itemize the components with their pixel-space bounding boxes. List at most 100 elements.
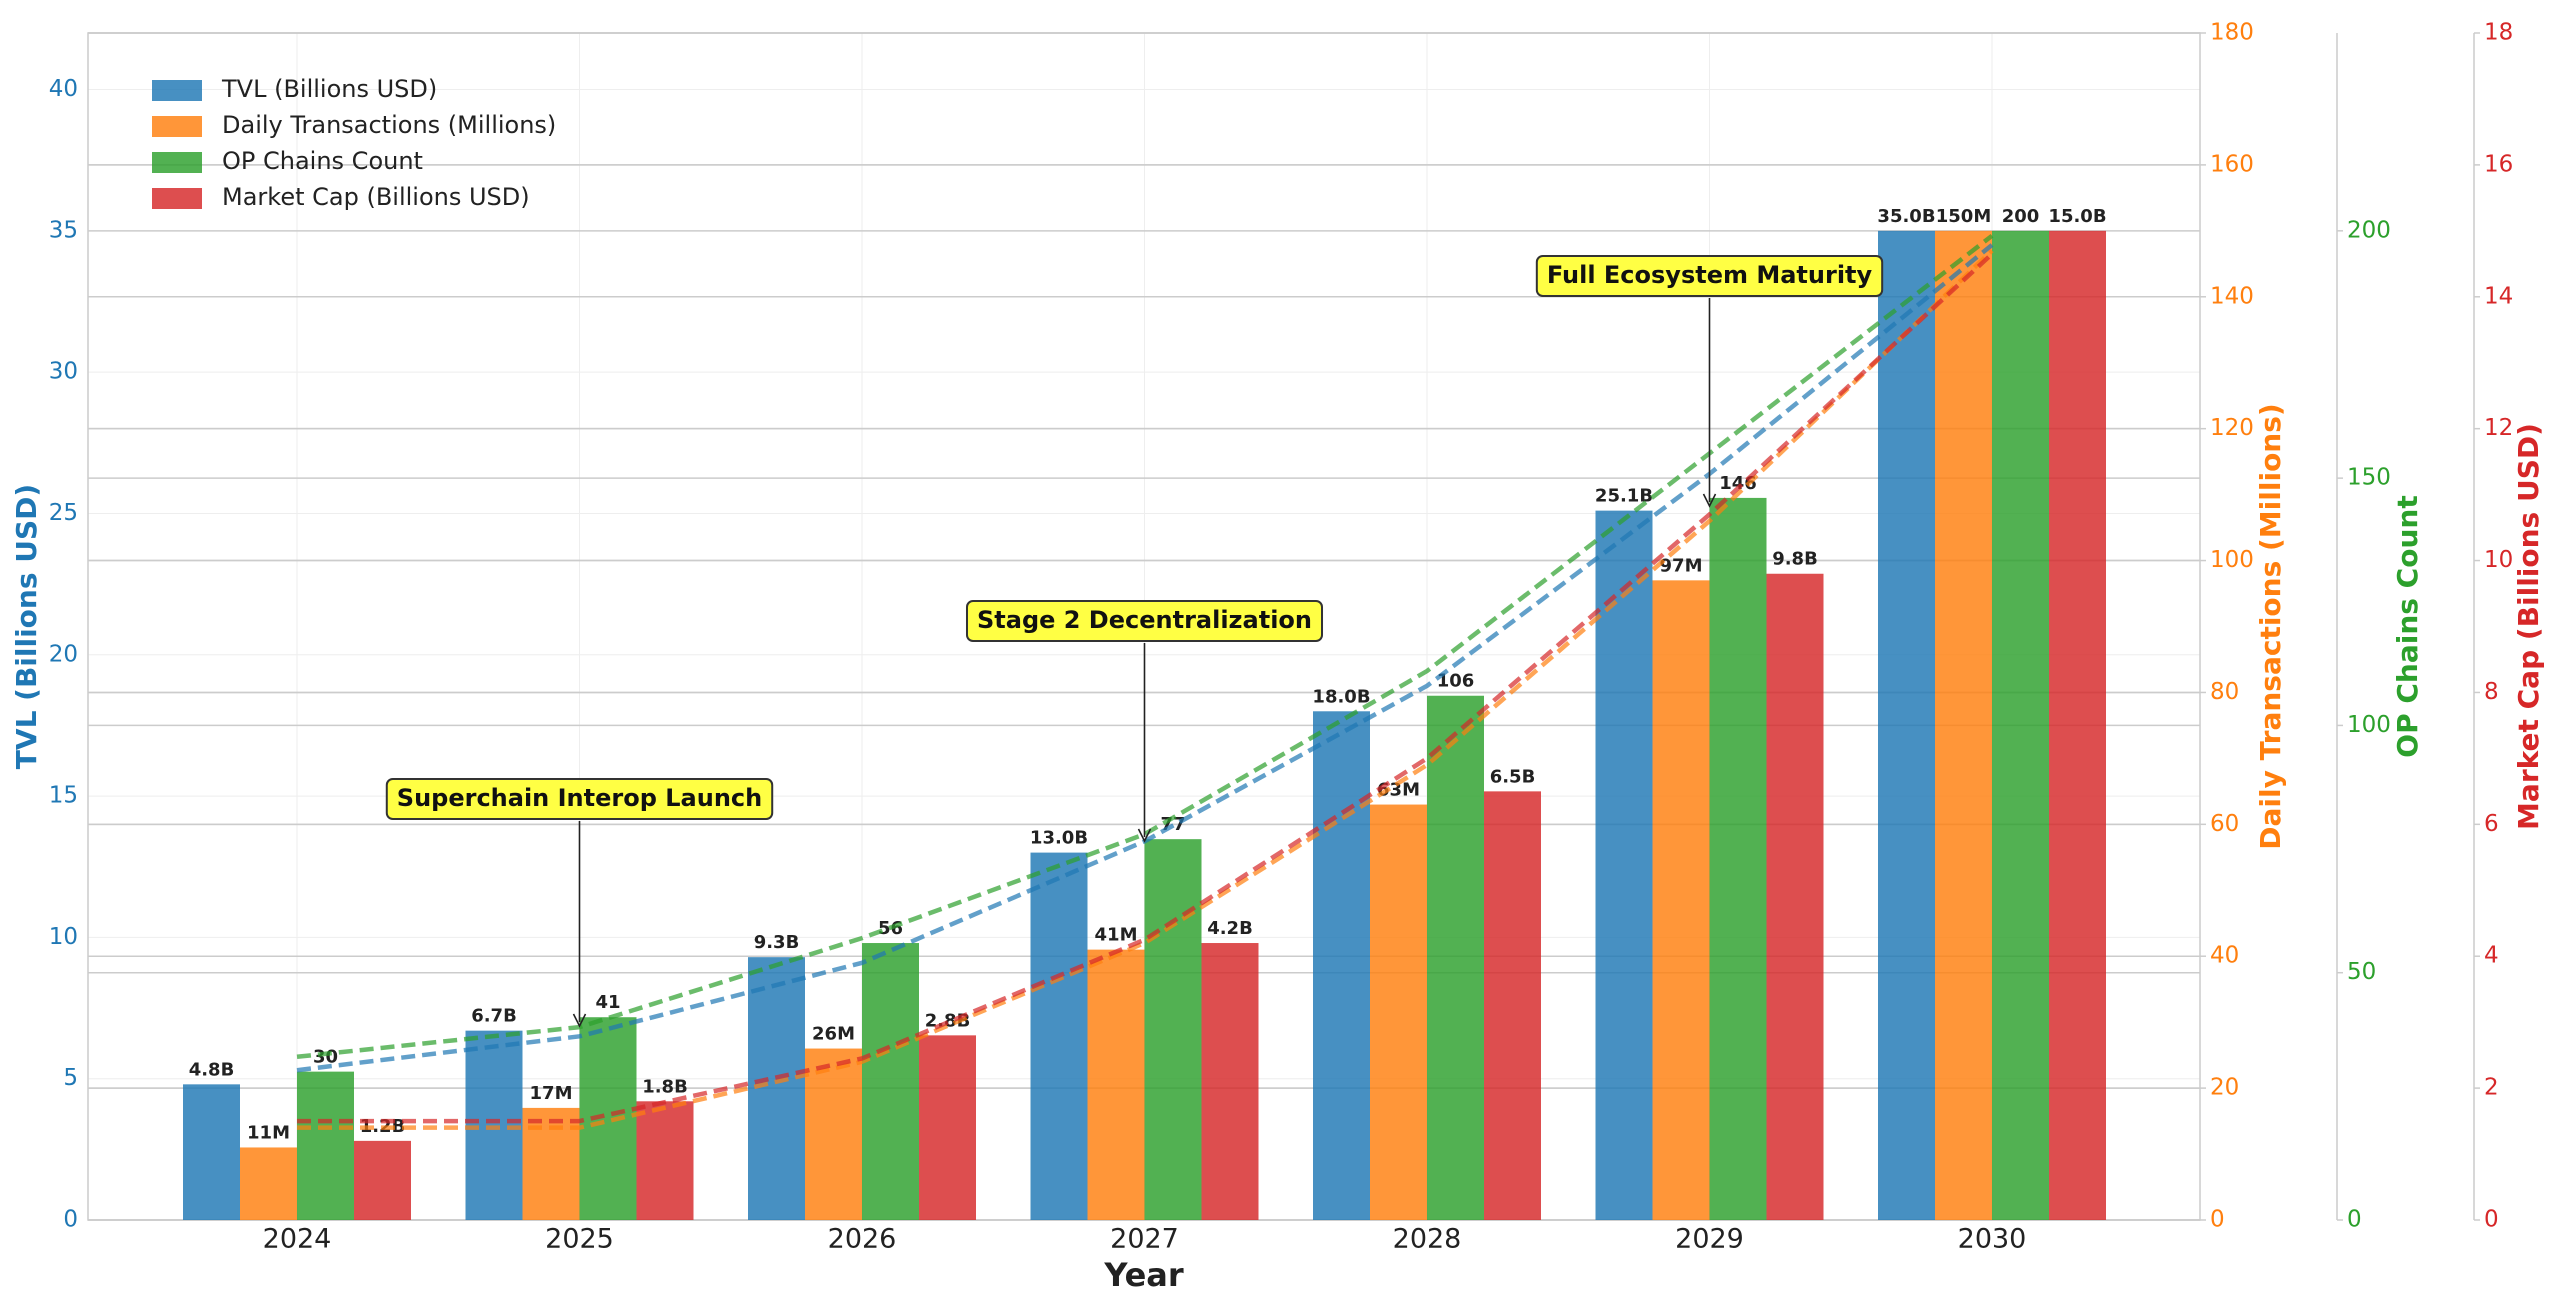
data-label: 41 (595, 992, 620, 1013)
bar (1595, 510, 1653, 1220)
annotation-box (1535, 255, 1884, 297)
data-label: 18.0B (1312, 686, 1370, 707)
data-label: 15.0B (2048, 206, 2106, 227)
bar (1709, 497, 1767, 1220)
annotation: Superchain Interop Launch (385, 778, 774, 820)
x-tick-label: 2028 (1393, 1224, 1462, 1255)
x-tick-label: 2024 (263, 1224, 332, 1255)
legend-swatch (152, 80, 202, 101)
y2-tick-label: 20 (2210, 1075, 2239, 1101)
y4-tick-label: 6 (2484, 811, 2499, 837)
annotation-arrowhead (572, 1013, 587, 1028)
data-label: 25.1B (1595, 486, 1653, 507)
annotation-arrowhead (1137, 828, 1152, 843)
x-tick-label: 2027 (1110, 1224, 1179, 1255)
y2-axis-title: Daily Transactions (Millions) (2254, 403, 2287, 849)
x-axis-title: Year (1103, 1256, 1184, 1294)
bar (1766, 573, 1824, 1220)
y-tick-label: 0 (63, 1207, 78, 1233)
y-tick-label: 10 (49, 924, 78, 950)
data-label: 30 (313, 1047, 338, 1068)
bar (862, 943, 919, 1220)
data-label: 4.2B (1207, 918, 1253, 939)
bar (183, 1084, 240, 1220)
y4-tick-label: 18 (2484, 20, 2513, 46)
data-label: 97M (1660, 555, 1703, 576)
bar (1652, 580, 1710, 1220)
annotation-text: Superchain Interop Launch (397, 784, 762, 812)
y2-tick-label: 0 (2210, 1207, 2225, 1233)
y4-tick-label: 4 (2484, 943, 2499, 969)
y4-tick-label: 0 (2484, 1207, 2499, 1233)
data-label: 1.8B (642, 1076, 688, 1097)
y4-tick-label: 12 (2484, 415, 2513, 441)
legend-swatch (152, 152, 202, 173)
bar (1935, 230, 1992, 1221)
bar (805, 1048, 862, 1220)
x-tick-label: 2026 (828, 1224, 897, 1255)
legend-label: Market Cap (Billions USD) (222, 183, 530, 211)
annotation-box (385, 778, 774, 820)
annotation: Full Ecosystem Maturity (1535, 255, 1884, 297)
data-label: 35.0B (1877, 206, 1935, 227)
x-tick-label: 2029 (1675, 1224, 1744, 1255)
bar (2049, 230, 2106, 1221)
annotation-box (965, 600, 1324, 642)
bar (465, 1030, 523, 1220)
data-label: 106 (1437, 671, 1475, 692)
y3-axis-title: OP Chains Count (2391, 495, 2424, 757)
annotation-text: Stage 2 Decentralization (977, 606, 1312, 634)
data-label: 200 (2002, 206, 2040, 227)
data-label: 4.8B (189, 1059, 235, 1080)
y2-tick-label: 140 (2210, 283, 2254, 309)
bar (1484, 791, 1541, 1220)
annotation: Stage 2 Decentralization (965, 600, 1324, 642)
bar (1992, 230, 2049, 1221)
y2-tick-label: 40 (2210, 943, 2239, 969)
data-label: 11M (247, 1122, 290, 1143)
bar (1313, 711, 1370, 1220)
y-tick-label: 15 (49, 783, 78, 809)
y-tick-label: 40 (49, 76, 78, 102)
y-axis-title: TVL (Billions USD) (10, 484, 43, 769)
y2-tick-label: 120 (2210, 415, 2254, 441)
trend-line (297, 252, 1994, 1124)
legend-label: TVL (Billions USD) (221, 75, 437, 103)
bar (636, 1101, 694, 1220)
y-tick-label: 5 (63, 1065, 78, 1091)
y4-tick-label: 8 (2484, 679, 2499, 705)
y-tick-label: 25 (49, 500, 78, 526)
bar (297, 1071, 354, 1220)
data-label: 9.3B (754, 932, 800, 953)
bar (1030, 852, 1088, 1220)
data-label: 13.0B (1030, 828, 1088, 849)
y3-tick-label: 200 (2347, 217, 2391, 243)
y2-tick-label: 100 (2210, 547, 2254, 573)
y3-tick-label: 50 (2347, 959, 2376, 985)
y2-tick-label: 180 (2210, 20, 2254, 46)
data-label: 6.5B (1490, 766, 1536, 787)
y-tick-label: 35 (49, 217, 78, 243)
legend-label: OP Chains Count (222, 147, 423, 175)
y2-tick-label: 160 (2210, 151, 2254, 177)
bar (1370, 804, 1427, 1220)
y3-tick-label: 0 (2347, 1207, 2362, 1233)
bar (354, 1140, 411, 1220)
annotation-text: Full Ecosystem Maturity (1547, 261, 1873, 289)
y2-tick-label: 60 (2210, 811, 2239, 837)
y3-tick-label: 100 (2347, 712, 2391, 738)
data-label: 6.7B (471, 1006, 517, 1027)
data-label: 17M (530, 1083, 573, 1104)
x-tick-label: 2025 (545, 1224, 614, 1255)
y3-tick-label: 150 (2347, 465, 2391, 491)
bar (1201, 943, 1259, 1220)
y-tick-label: 20 (49, 641, 78, 667)
y4-tick-label: 16 (2484, 151, 2513, 177)
trend-line (297, 248, 1994, 1130)
x-tick-label: 2030 (1958, 1224, 2027, 1255)
legend-label: Daily Transactions (Millions) (222, 111, 556, 139)
bar (579, 1017, 637, 1220)
bar (240, 1147, 297, 1220)
bar (1878, 230, 1935, 1221)
